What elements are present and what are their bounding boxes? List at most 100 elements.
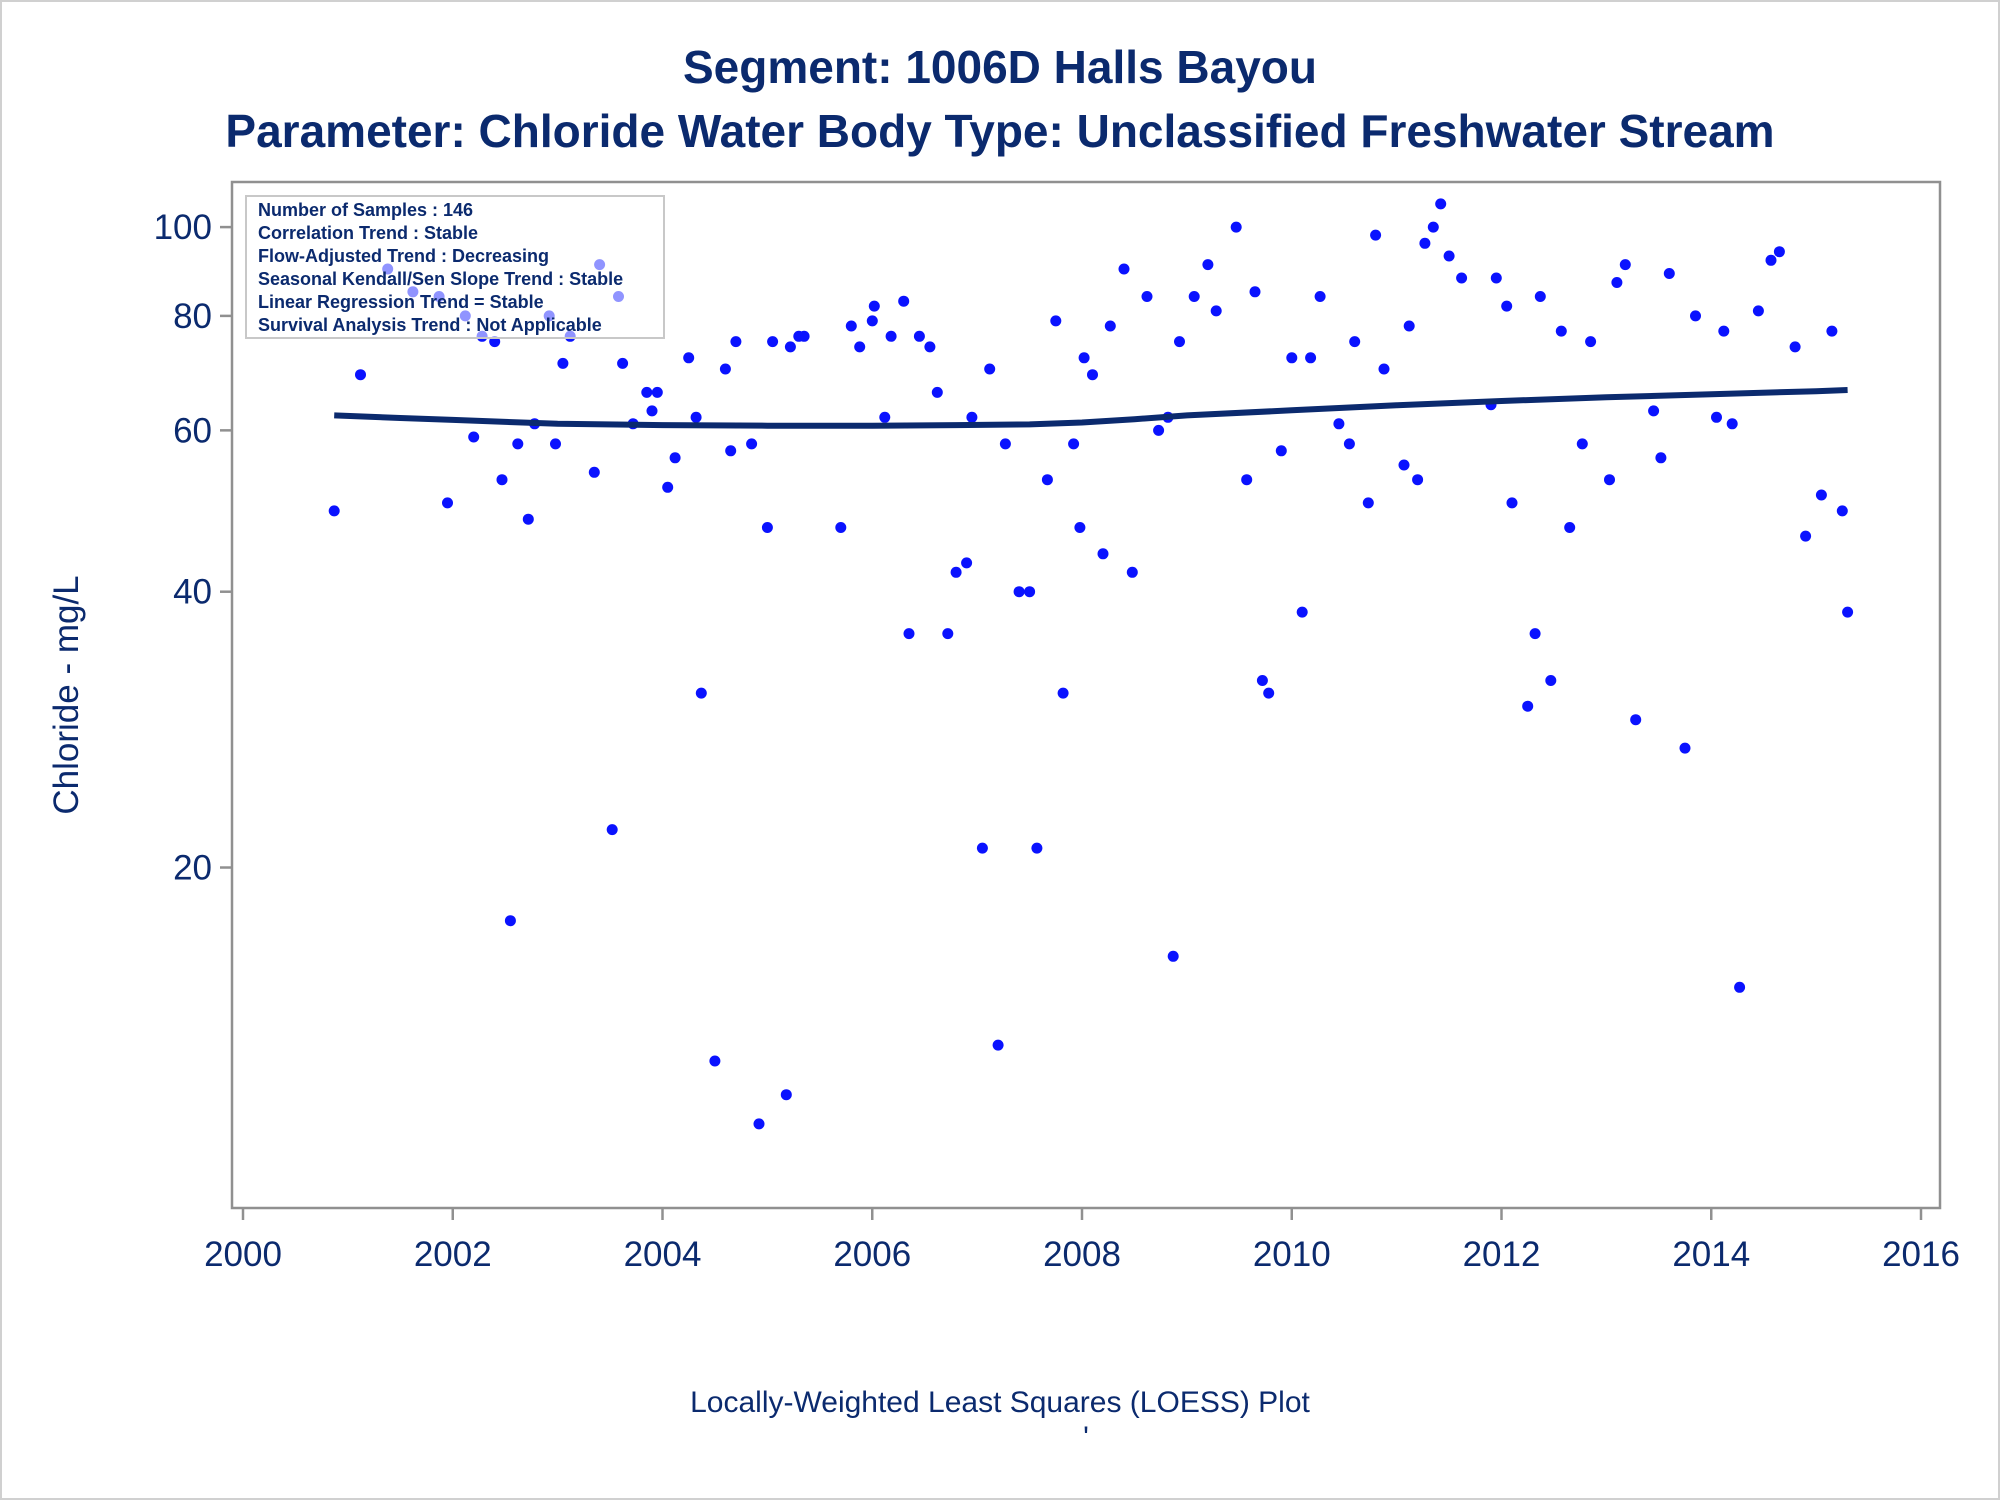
y-tick-label: 20 (173, 849, 212, 888)
data-point (1041, 474, 1053, 486)
stats-line-seasonal-kendall: Seasonal Kendall/Sen Slope Trend : Stabl… (258, 269, 623, 289)
chart-footer: Locally-Weighted Least Squares (LOESS) P… (690, 1386, 1310, 1419)
data-point (1104, 320, 1116, 332)
data-point (512, 438, 524, 450)
data-point (1188, 291, 1200, 302)
data-point (1663, 268, 1675, 279)
data-point (903, 628, 915, 640)
data-point (1576, 438, 1588, 450)
data-point (669, 452, 681, 464)
data-point (1362, 497, 1374, 509)
data-point (767, 336, 779, 348)
data-point (651, 386, 663, 398)
data-point (1024, 586, 1036, 598)
data-point (1506, 497, 1518, 509)
data-point (746, 438, 758, 450)
data-point (1256, 675, 1268, 686)
data-point (1773, 246, 1785, 258)
data-point (1534, 291, 1546, 302)
data-point (1427, 221, 1439, 233)
data-point (1655, 452, 1667, 464)
chart-title: Segment: 1006D Halls Bayou (683, 41, 1317, 93)
data-point (557, 357, 569, 369)
data-point (1815, 489, 1827, 501)
x-tick-label: 2014 (1672, 1235, 1750, 1274)
data-point (1648, 405, 1660, 417)
chart-subtitle: Parameter: Chloride Water Body Type: Unc… (225, 105, 1774, 157)
data-point (328, 505, 340, 517)
data-point (1031, 842, 1043, 854)
data-point (1752, 305, 1764, 317)
data-point (1013, 586, 1025, 598)
y-axis-label: Chloride - mg/L (47, 575, 86, 814)
data-point (1734, 981, 1746, 993)
data-point (1126, 566, 1138, 578)
stats-box-frame (245, 195, 665, 339)
x-tick-label: 2004 (624, 1235, 702, 1274)
data-point (695, 687, 707, 699)
data-point (1087, 369, 1098, 381)
data-point (1419, 237, 1431, 249)
data-point (1630, 714, 1642, 726)
footer-mark: ' (1083, 1421, 1089, 1454)
stats-line-linear-regression: Linear Regression Trend = Stable (258, 292, 544, 312)
data-point (606, 824, 618, 836)
data-point (1435, 198, 1447, 210)
data-point (845, 320, 857, 332)
data-point (898, 295, 910, 307)
data-point (1585, 336, 1597, 348)
data-point (1286, 352, 1298, 364)
data-point (1604, 474, 1615, 486)
x-tick-label: 2010 (1253, 1235, 1331, 1274)
data-point (1333, 418, 1345, 430)
x-axis: 2000 2002 2004 2006 2008 2010 2012 2014 2016 (204, 1208, 1960, 1274)
data-point (1241, 474, 1253, 486)
stats-line-flow-adjusted: Flow-Adjusted Trend : Decreasing (258, 246, 549, 266)
x-tick-label: 2012 (1463, 1235, 1541, 1274)
data-point (1836, 505, 1848, 517)
data-point (1529, 628, 1541, 640)
data-point (1230, 221, 1242, 233)
data-point (1443, 250, 1455, 262)
stats-line-samples: Number of Samples : 146 (258, 200, 473, 220)
data-point (753, 1118, 765, 1130)
data-point (1726, 418, 1738, 430)
data-point (1249, 286, 1261, 298)
data-point (1398, 459, 1410, 471)
data-point (1118, 263, 1130, 275)
data-point (1522, 700, 1534, 712)
data-point (504, 915, 516, 927)
data-point (866, 315, 878, 327)
y-tick-label: 100 (154, 208, 212, 247)
data-point (999, 438, 1011, 450)
data-point (690, 411, 702, 423)
data-point (798, 330, 810, 342)
data-point (1718, 325, 1730, 337)
stats-box: Number of Samples : 146 Correlation Tren… (245, 195, 665, 339)
data-point (976, 842, 988, 854)
data-point (780, 1089, 792, 1101)
data-point (1275, 445, 1287, 457)
x-tick-label: 2000 (204, 1235, 282, 1274)
data-point (1456, 272, 1468, 284)
data-point (1765, 254, 1777, 266)
data-point (1167, 950, 1179, 962)
y-tick-label: 40 (173, 573, 212, 612)
data-point (646, 405, 658, 417)
plot-area (230, 180, 1942, 1210)
data-point (1826, 325, 1838, 337)
y-axis: 20 40 60 80 100 (154, 208, 232, 888)
data-point (355, 369, 366, 381)
data-point (617, 357, 629, 369)
data-point (1097, 548, 1109, 560)
data-point (913, 330, 925, 342)
data-point (1611, 277, 1623, 288)
data-point (709, 1055, 721, 1067)
data-point (942, 628, 954, 640)
data-point (1210, 305, 1222, 317)
loess-line (334, 387, 1848, 429)
data-point (1370, 229, 1382, 241)
data-point (1314, 291, 1326, 302)
